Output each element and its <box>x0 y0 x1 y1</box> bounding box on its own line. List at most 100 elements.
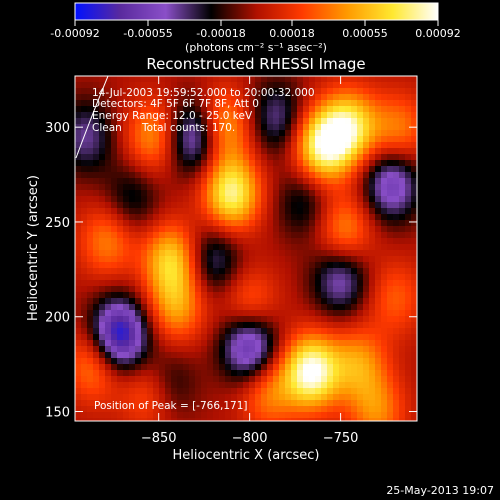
heatmap-cell <box>363 172 370 179</box>
heatmap-cell <box>153 106 160 113</box>
heatmap-cell <box>93 334 100 341</box>
heatmap-cell <box>393 106 400 113</box>
heatmap-cell <box>201 112 208 119</box>
heatmap-cell <box>135 244 142 251</box>
heatmap-cell <box>255 382 262 389</box>
heatmap-cell <box>177 400 184 407</box>
heatmap-cell <box>123 400 130 407</box>
heatmap-cell <box>375 316 382 323</box>
heatmap-cell <box>111 250 118 257</box>
heatmap-cell <box>99 160 106 167</box>
heatmap-cell <box>171 154 178 161</box>
heatmap-cell <box>75 256 82 263</box>
heatmap-cell <box>249 208 256 215</box>
heatmap-cell <box>309 244 316 251</box>
heatmap-cell <box>117 148 124 155</box>
heatmap-cell <box>297 88 304 95</box>
heatmap-cell <box>171 364 178 371</box>
heatmap-cell <box>135 328 142 335</box>
heatmap-cell <box>285 280 292 287</box>
heatmap-cell <box>237 292 244 299</box>
heatmap-cell <box>195 220 202 227</box>
heatmap-cell <box>363 100 370 107</box>
heatmap-cell <box>279 388 286 395</box>
heatmap-cell <box>81 190 88 197</box>
heatmap-cell <box>129 130 136 137</box>
heatmap-cell <box>303 202 310 209</box>
heatmap-cell <box>201 286 208 293</box>
heatmap-cell <box>93 364 100 371</box>
heatmap-cell <box>339 244 346 251</box>
heatmap-cell <box>183 142 190 149</box>
heatmap-cell <box>291 232 298 239</box>
y-tick-label: 300 <box>45 121 70 136</box>
heatmap-cell <box>135 334 142 341</box>
heatmap-cell <box>345 352 352 359</box>
heatmap-cell <box>381 118 388 125</box>
heatmap-cell <box>363 310 370 317</box>
heatmap-cell <box>273 226 280 233</box>
heatmap-cell <box>123 388 130 395</box>
heatmap-cell <box>111 316 118 323</box>
heatmap-cell <box>411 172 417 179</box>
heatmap-cell <box>297 244 304 251</box>
heatmap-cell <box>111 328 118 335</box>
heatmap-cell <box>99 328 106 335</box>
heatmap-cell <box>81 166 88 173</box>
heatmap-cell <box>333 274 340 281</box>
heatmap-cell <box>225 106 232 113</box>
heatmap-cell <box>297 292 304 299</box>
heatmap-cell <box>189 202 196 209</box>
heatmap-cell <box>321 238 328 245</box>
heatmap-cell <box>303 364 310 371</box>
heatmap-cell <box>105 358 112 365</box>
heatmap-cell <box>285 178 292 185</box>
heatmap-cell <box>219 166 226 173</box>
heatmap-cell <box>75 364 82 371</box>
heatmap-cell <box>213 364 220 371</box>
heatmap-cell <box>345 112 352 119</box>
heatmap-cell <box>171 316 178 323</box>
heatmap-cell <box>99 226 106 233</box>
heatmap-cell <box>387 148 394 155</box>
heatmap-cell <box>357 268 364 275</box>
heatmap-cell <box>297 184 304 191</box>
heatmap-cell <box>117 184 124 191</box>
heatmap-cell <box>219 256 226 263</box>
heatmap-cell <box>135 100 142 107</box>
heatmap-cell <box>99 268 106 275</box>
heatmap-cell <box>327 406 334 413</box>
heatmap-cell <box>279 214 286 221</box>
heatmap-cell <box>213 316 220 323</box>
heatmap-cell <box>183 106 190 113</box>
heatmap-cell <box>183 364 190 371</box>
heatmap-cell <box>285 148 292 155</box>
colorbar-tick-label: -0.00018 <box>196 27 245 40</box>
heatmap-cell <box>225 406 232 413</box>
heatmap-cell <box>267 334 274 341</box>
heatmap-cell <box>171 130 178 137</box>
heatmap-cell <box>363 406 370 413</box>
heatmap-cell <box>243 190 250 197</box>
heatmap-cell <box>351 406 358 413</box>
heatmap-cell <box>405 340 412 347</box>
heatmap-cell <box>99 334 106 341</box>
heatmap-cell <box>339 238 346 245</box>
heatmap-cell <box>249 94 256 101</box>
heatmap-cell <box>369 196 376 203</box>
heatmap-cell <box>411 352 417 359</box>
heatmap-cell <box>411 412 417 419</box>
heatmap-cell <box>183 118 190 125</box>
heatmap-cell <box>267 340 274 347</box>
heatmap-cell <box>249 190 256 197</box>
heatmap-cell <box>327 298 334 305</box>
heatmap-cell <box>93 406 100 413</box>
heatmap-cell <box>105 310 112 317</box>
heatmap-cell <box>345 418 352 421</box>
heatmap-cell <box>87 268 94 275</box>
heatmap-cell <box>405 250 412 257</box>
heatmap-cell <box>345 154 352 161</box>
heatmap-cell <box>405 148 412 155</box>
heatmap-cell <box>147 112 154 119</box>
heatmap-cell <box>213 262 220 269</box>
